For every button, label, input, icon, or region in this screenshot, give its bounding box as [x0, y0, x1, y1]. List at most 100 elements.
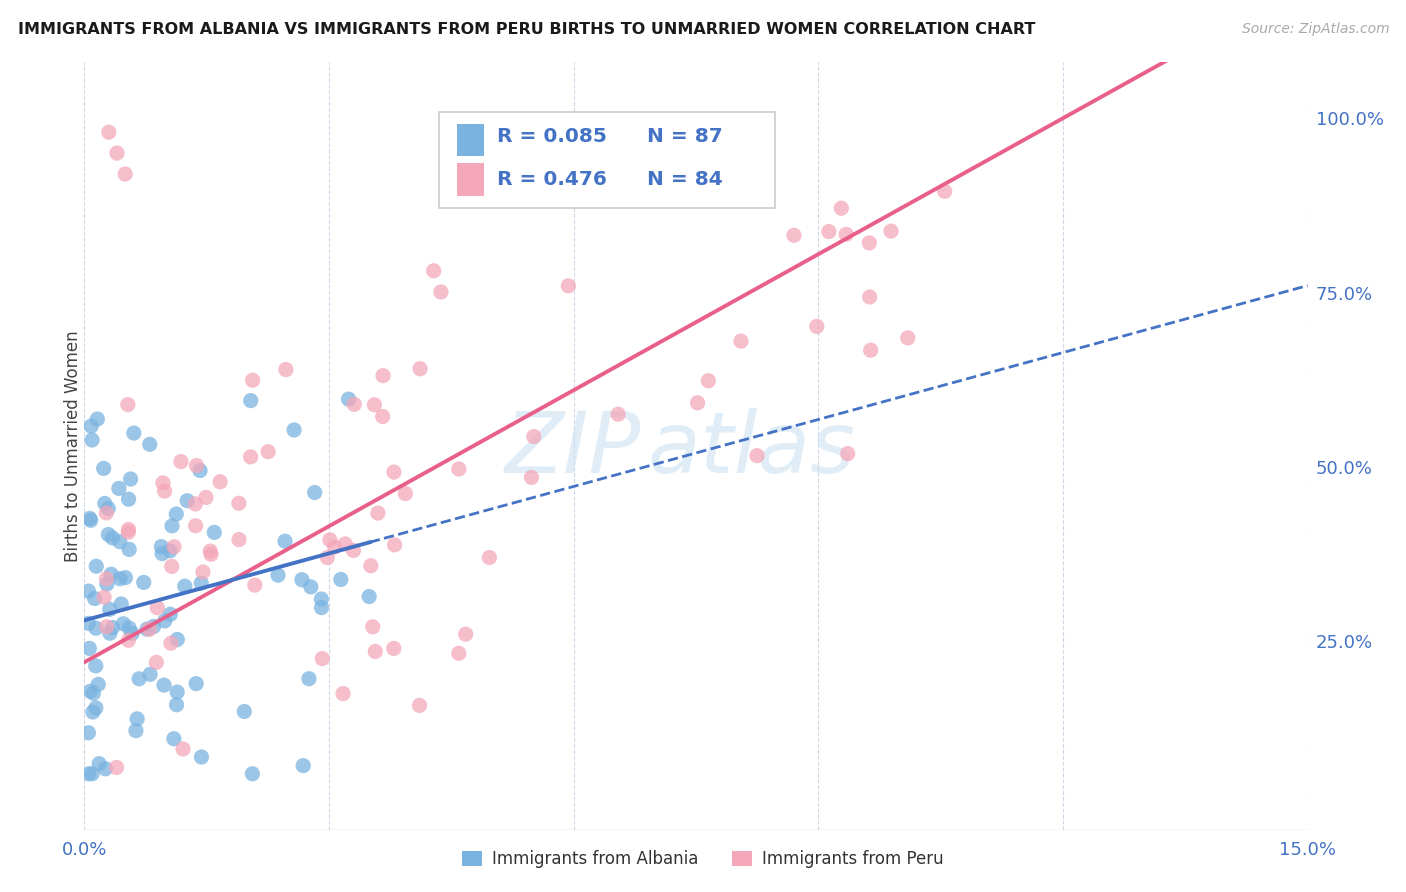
Point: [86, 412, 108, 426]
Y-axis label: Births to Unmarried Women: Births to Unmarried Women: [65, 330, 82, 562]
Point: [120, 472, 142, 486]
Point: [176, 493, 198, 508]
Point: [384, 538, 406, 552]
Point: [132, 575, 155, 590]
Point: [150, 540, 173, 554]
Point: [108, 572, 131, 586]
Point: [228, 496, 250, 510]
Point: [730, 334, 752, 348]
Point: [79, 684, 101, 698]
Point: [118, 542, 141, 557]
Point: [343, 397, 366, 411]
Point: [127, 712, 149, 726]
Point: [200, 547, 222, 561]
Point: [82, 705, 104, 719]
Point: [364, 644, 387, 658]
Point: [267, 568, 290, 582]
Point: [934, 184, 956, 198]
Point: [186, 458, 208, 473]
Point: [329, 573, 352, 587]
Point: [745, 449, 768, 463]
Point: [100, 567, 122, 582]
Point: [97, 527, 120, 541]
Point: [242, 766, 264, 780]
Point: [363, 398, 385, 412]
Point: [520, 470, 543, 484]
Point: [101, 621, 124, 635]
Point: [360, 558, 382, 573]
Point: [145, 656, 167, 670]
Point: [83, 591, 105, 606]
Point: [195, 491, 218, 505]
FancyBboxPatch shape: [457, 163, 484, 195]
Legend: Immigrants from Albania, Immigrants from Peru: Immigrants from Albania, Immigrants from…: [456, 844, 950, 875]
Point: [209, 475, 232, 489]
Text: atlas: atlas: [647, 409, 855, 491]
Text: N = 84: N = 84: [647, 170, 723, 189]
Point: [110, 597, 132, 611]
Point: [101, 531, 124, 545]
Point: [117, 525, 139, 540]
Point: [200, 544, 222, 558]
Point: [818, 225, 841, 239]
Point: [806, 319, 828, 334]
Point: [108, 534, 131, 549]
Point: [361, 620, 384, 634]
Point: [686, 396, 709, 410]
Point: [371, 409, 394, 424]
Point: [166, 698, 188, 712]
Point: [858, 235, 880, 250]
Point: [114, 571, 136, 585]
Point: [897, 331, 920, 345]
Point: [837, 447, 859, 461]
Point: [152, 475, 174, 490]
Point: [117, 492, 139, 507]
Point: [117, 633, 139, 648]
Point: [607, 407, 630, 421]
Point: [242, 373, 264, 387]
Point: [80, 419, 103, 434]
Text: R = 0.476: R = 0.476: [496, 170, 606, 189]
Point: [172, 742, 194, 756]
Point: [190, 750, 212, 764]
Point: [316, 550, 339, 565]
Point: [311, 651, 333, 665]
Point: [87, 677, 110, 691]
Point: [367, 506, 389, 520]
Point: [697, 374, 720, 388]
Text: ZIP: ZIP: [505, 409, 641, 491]
Point: [163, 540, 186, 554]
Point: [125, 723, 148, 738]
Point: [186, 676, 208, 690]
Point: [159, 543, 181, 558]
Point: [228, 533, 250, 547]
Point: [77, 584, 100, 599]
Point: [96, 572, 118, 586]
Point: [430, 285, 453, 299]
Point: [138, 622, 160, 636]
Point: [188, 464, 211, 478]
Point: [84, 659, 107, 673]
Point: [371, 368, 394, 383]
Point: [93, 591, 115, 605]
Point: [447, 646, 470, 660]
Point: [274, 534, 297, 549]
Point: [79, 641, 101, 656]
Point: [121, 626, 143, 640]
Point: [859, 290, 882, 304]
Text: IMMIGRANTS FROM ALBANIA VS IMMIGRANTS FROM PERU BIRTHS TO UNMARRIED WOMEN CORREL: IMMIGRANTS FROM ALBANIA VS IMMIGRANTS FR…: [18, 22, 1036, 37]
Point: [84, 559, 107, 574]
Point: [523, 429, 546, 443]
Point: [79, 513, 101, 527]
Point: [298, 672, 321, 686]
Point: [94, 762, 117, 776]
Point: [239, 393, 262, 408]
Point: [98, 602, 121, 616]
Point: [139, 437, 162, 451]
Point: [165, 507, 187, 521]
Point: [80, 433, 103, 447]
Text: R = 0.085: R = 0.085: [496, 127, 606, 146]
Point: [422, 264, 444, 278]
Point: [97, 501, 120, 516]
Point: [166, 685, 188, 699]
